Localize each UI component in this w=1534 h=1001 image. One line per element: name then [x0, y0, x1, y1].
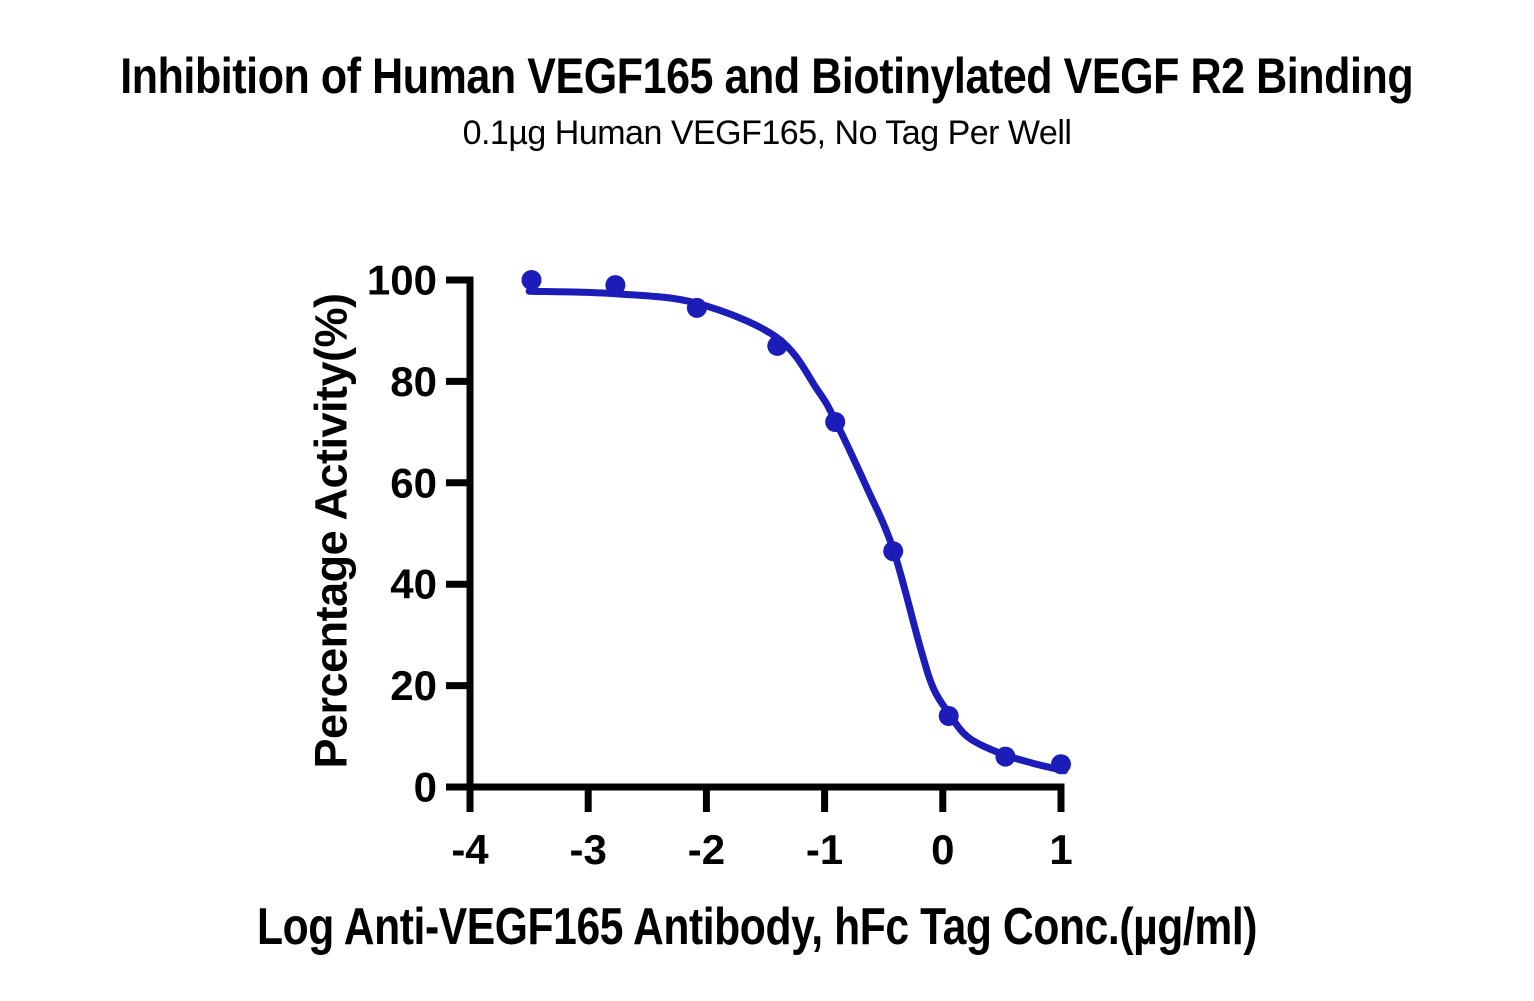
data-point-marker	[995, 746, 1016, 767]
data-point-marker	[521, 270, 542, 290]
chart-subtitle: 0.1µg Human VEGF165, No Tag Per Well	[462, 114, 1072, 152]
x-tick-label: -1	[806, 826, 843, 873]
x-tick-label: 1	[1049, 826, 1072, 873]
data-point-marker	[825, 412, 846, 432]
y-axis-ticks: 0 20 40 60 80 100	[367, 257, 470, 811]
x-axis-title: Log Anti-VEGF165 Antibody, hFc Tag Conc.…	[257, 898, 1257, 956]
y-tick-label: 40	[390, 561, 437, 608]
y-axis-title: Percentage Activity(%)	[306, 294, 357, 769]
axes	[466, 276, 1065, 791]
data-point-marker	[686, 297, 707, 318]
data-point-marker	[938, 706, 959, 726]
chart-title: Inhibition of Human VEGF165 and Biotinyl…	[0, 47, 1534, 105]
y-tick-label: 0	[414, 764, 437, 811]
x-tick-label: -4	[451, 826, 489, 873]
x-tick-label: 0	[931, 826, 954, 873]
x-tick-label: -2	[688, 826, 725, 873]
fit-curve	[525, 287, 1068, 775]
y-tick-label: 60	[390, 459, 437, 506]
data-point-marker	[767, 335, 788, 356]
fit-curve-path	[525, 287, 1068, 775]
x-tick-label: -3	[570, 826, 607, 873]
data-points	[521, 270, 1071, 775]
y-tick-label: 20	[390, 662, 437, 709]
x-axis-ticks: -4 -3 -2 -1 0 1	[451, 787, 1073, 873]
data-point-marker	[1051, 754, 1071, 775]
y-tick-label: 80	[390, 358, 437, 405]
y-tick-label: 100	[367, 257, 437, 304]
chart-title-text: Inhibition of Human VEGF165 and Biotinyl…	[120, 48, 1414, 104]
data-point-marker	[605, 275, 626, 296]
data-point-marker	[883, 541, 904, 562]
